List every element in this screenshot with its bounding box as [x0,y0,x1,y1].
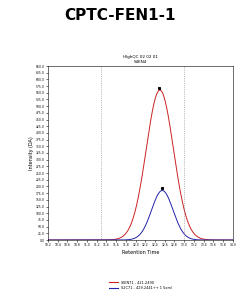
Legend: SIEN71 - 421.2490, S2C71 - 429.2441++ 1 5xm/: SIEN71 - 421.2490, S2C71 - 429.2441++ 1 … [109,281,172,290]
Y-axis label: Intensity (DA): Intensity (DA) [29,136,34,170]
Title: HlghQC 02 02 01
S4EN4: HlghQC 02 02 01 S4EN4 [123,55,158,64]
X-axis label: Retention Time: Retention Time [122,250,159,255]
Text: CPTC-FEN1-1: CPTC-FEN1-1 [64,8,176,22]
